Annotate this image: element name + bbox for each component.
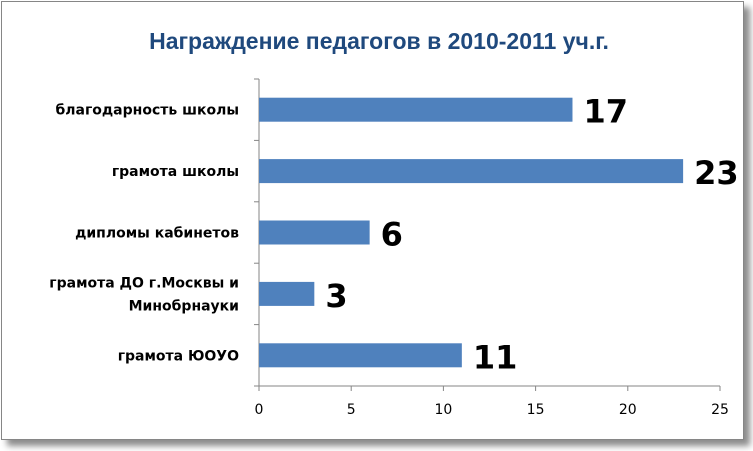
bar-chart: Награждение педагогов в 2010-2011 уч.г. … [49, 28, 739, 418]
x-tick-label: 5 [347, 402, 356, 418]
bar [259, 97, 573, 122]
category-label: грамота ЮОУО [118, 348, 239, 364]
data-label: 3 [325, 277, 347, 315]
x-tick-label: 25 [711, 402, 729, 418]
x-tick-label: 10 [434, 402, 452, 418]
bar [259, 159, 684, 184]
x-tick-label: 15 [527, 402, 545, 418]
bar [259, 343, 462, 368]
chart-area: Награждение педагогов в 2010-2011 уч.г. … [1, 1, 744, 440]
x-tick-label: 20 [619, 402, 637, 418]
category-label: грамота ДО г.Москвы и [49, 275, 239, 291]
category-label: дипломы кабинетов [75, 226, 239, 242]
category-label: благодарность школы [55, 103, 239, 119]
data-label: 23 [694, 154, 739, 192]
data-label: 17 [583, 93, 628, 131]
data-label: 11 [473, 338, 518, 376]
x-tick-label: 0 [255, 402, 264, 418]
category-label: грамота школы [112, 164, 239, 180]
bar [259, 281, 315, 306]
plot-area: 0 5 10 15 20 25 благодарность школы 17 грамота ш… [49, 78, 739, 418]
data-label: 6 [381, 216, 403, 254]
category-label: Минобрнауки [129, 298, 239, 314]
bar [259, 220, 370, 245]
chart-title: Награждение педагогов в 2010-2011 уч.г. [149, 28, 609, 54]
